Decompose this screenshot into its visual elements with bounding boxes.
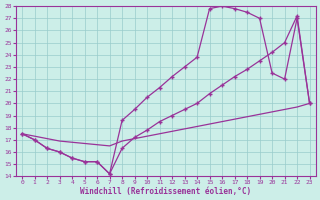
X-axis label: Windchill (Refroidissement éolien,°C): Windchill (Refroidissement éolien,°C) [80,187,252,196]
